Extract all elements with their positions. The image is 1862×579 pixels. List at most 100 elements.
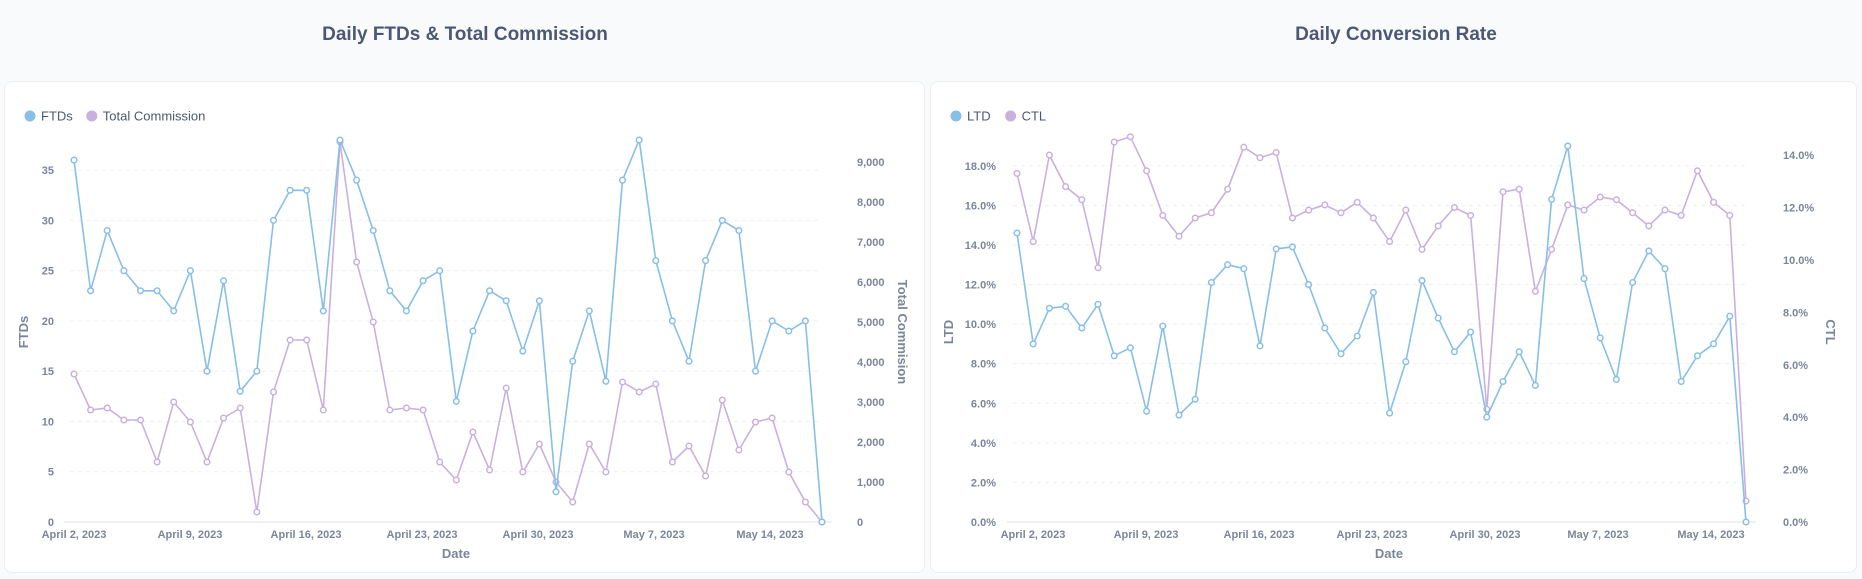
data-point[interactable] — [220, 414, 228, 422]
data-point[interactable] — [1531, 287, 1539, 295]
data-point[interactable] — [1742, 518, 1750, 526]
data-point[interactable] — [486, 287, 494, 295]
data-point[interactable] — [1143, 167, 1151, 175]
data-point[interactable] — [1645, 222, 1653, 230]
data-point[interactable] — [1693, 167, 1701, 175]
data-point[interactable] — [70, 370, 78, 378]
data-point[interactable] — [1596, 334, 1604, 342]
data-point[interactable] — [1240, 143, 1248, 151]
data-point[interactable] — [652, 380, 660, 388]
data-point[interactable] — [1418, 276, 1426, 285]
legend-item[interactable]: LTD — [950, 109, 991, 124]
data-point[interactable] — [269, 388, 278, 396]
data-point[interactable] — [419, 277, 427, 285]
data-point[interactable] — [469, 428, 477, 436]
data-point[interactable] — [1062, 302, 1070, 310]
data-point[interactable] — [369, 226, 377, 235]
data-point[interactable] — [1629, 278, 1637, 287]
data-point[interactable] — [153, 458, 161, 466]
data-point[interactable] — [486, 466, 494, 474]
data-point[interactable] — [1143, 407, 1151, 415]
data-point[interactable] — [685, 357, 693, 365]
data-point[interactable] — [1272, 148, 1280, 157]
data-point[interactable] — [1256, 154, 1264, 162]
data-point[interactable] — [1337, 350, 1345, 358]
data-point[interactable] — [502, 297, 510, 305]
data-point[interactable] — [1402, 206, 1410, 214]
data-point[interactable] — [236, 387, 244, 395]
data-point[interactable] — [585, 307, 593, 315]
data-point[interactable] — [1564, 201, 1572, 209]
data-point[interactable] — [1515, 185, 1523, 193]
data-point[interactable] — [1629, 209, 1637, 217]
data-point[interactable] — [186, 267, 194, 275]
data-point[interactable] — [801, 317, 809, 325]
data-point[interactable] — [1305, 206, 1313, 214]
data-point[interactable] — [1499, 377, 1507, 386]
data-point[interactable] — [369, 318, 377, 326]
data-point[interactable] — [1045, 304, 1053, 312]
data-point[interactable] — [1580, 206, 1588, 214]
data-point[interactable] — [286, 336, 294, 344]
data-point[interactable] — [1337, 209, 1345, 217]
data-point[interactable] — [353, 258, 361, 266]
data-point[interactable] — [303, 186, 311, 194]
data-point[interactable] — [1548, 195, 1556, 203]
data-point[interactable] — [751, 418, 760, 426]
data-point[interactable] — [253, 508, 261, 516]
legend-item[interactable]: Total Commission — [86, 109, 205, 124]
data-point[interactable] — [668, 317, 676, 325]
data-point[interactable] — [386, 287, 394, 295]
data-point[interactable] — [87, 406, 95, 414]
data-point[interactable] — [1661, 206, 1669, 214]
data-point[interactable] — [1710, 340, 1718, 348]
data-point[interactable] — [1288, 243, 1296, 251]
data-point[interactable] — [685, 442, 693, 450]
data-point[interactable] — [70, 156, 78, 164]
data-point[interactable] — [1386, 238, 1394, 246]
data-point[interactable] — [1207, 209, 1215, 217]
data-point[interactable] — [1677, 377, 1685, 386]
data-point[interactable] — [1677, 211, 1685, 219]
data-point[interactable] — [1531, 381, 1539, 389]
data-point[interactable] — [253, 367, 261, 375]
data-point[interactable] — [120, 416, 128, 424]
data-point[interactable] — [236, 404, 244, 412]
data-point[interactable] — [751, 367, 760, 375]
data-point[interactable] — [519, 468, 527, 476]
data-point[interactable] — [1224, 185, 1232, 193]
data-point[interactable] — [1013, 229, 1021, 237]
data-point[interactable] — [103, 226, 111, 235]
data-point[interactable] — [220, 277, 228, 285]
data-point[interactable] — [186, 418, 194, 426]
data-point[interactable] — [1013, 169, 1021, 177]
data-point[interactable] — [1159, 322, 1167, 330]
data-point[interactable] — [1612, 196, 1620, 204]
data-point[interactable] — [153, 287, 161, 295]
data-point[interactable] — [353, 176, 361, 184]
data-point[interactable] — [1612, 375, 1620, 384]
data-point[interactable] — [319, 307, 327, 315]
data-point[interactable] — [1483, 413, 1491, 421]
data-point[interactable] — [569, 357, 577, 365]
data-point[interactable] — [1126, 344, 1134, 352]
data-point[interactable] — [469, 327, 477, 335]
data-point[interactable] — [1515, 348, 1523, 356]
data-point[interactable] — [502, 384, 510, 392]
data-point[interactable] — [1369, 214, 1377, 222]
data-point[interactable] — [618, 176, 627, 184]
data-point[interactable] — [170, 398, 178, 406]
data-point[interactable] — [1029, 340, 1037, 348]
data-point[interactable] — [519, 347, 527, 355]
data-point[interactable] — [569, 498, 577, 506]
data-point[interactable] — [1369, 288, 1377, 296]
data-point[interactable] — [1548, 245, 1556, 253]
data-point[interactable] — [785, 327, 793, 335]
data-point[interactable] — [386, 406, 394, 414]
data-point[interactable] — [1321, 324, 1329, 332]
data-point[interactable] — [452, 476, 460, 484]
data-point[interactable] — [1110, 138, 1118, 146]
data-point[interactable] — [1272, 245, 1280, 253]
data-point[interactable] — [1191, 214, 1199, 222]
data-point[interactable] — [1159, 211, 1167, 219]
